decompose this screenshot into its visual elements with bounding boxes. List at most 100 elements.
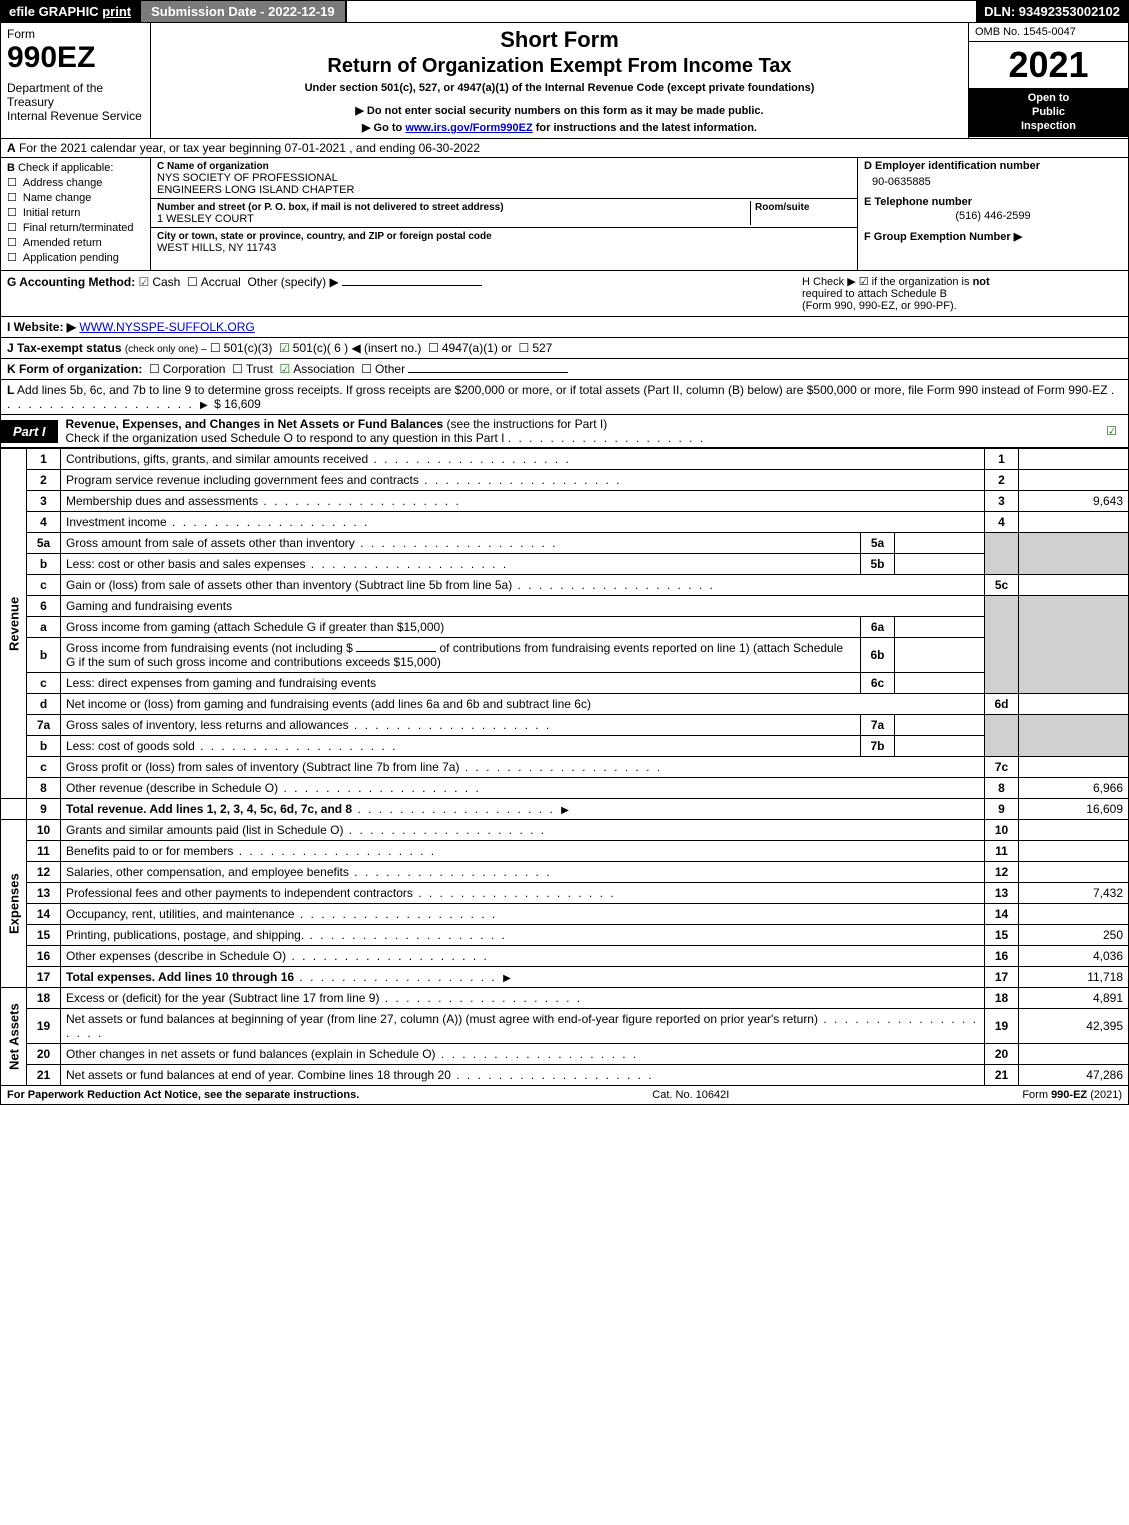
part-1-title-bold: Revenue, Expenses, and Changes in Net As…	[66, 417, 444, 431]
part-1-table: Revenue 1 Contributions, gifts, grants, …	[0, 448, 1129, 1086]
checkbox-icon	[7, 221, 20, 234]
amt-num: 13	[985, 883, 1019, 904]
line-desc-text: Printing, publications, postage, and shi…	[66, 928, 304, 942]
part-1-title-rest: (see the instructions for Part I)	[443, 417, 607, 431]
check-initial-return[interactable]: Initial return	[7, 206, 144, 219]
cash-check[interactable]	[139, 275, 153, 289]
k-opt-3: Other	[375, 362, 405, 376]
j-501c3-check[interactable]	[210, 341, 224, 355]
table-row: d Net income or (loss) from gaming and f…	[1, 694, 1129, 715]
form-number: 990EZ	[7, 41, 144, 75]
website-link[interactable]: WWW.NYSSPE-SUFFOLK.ORG	[79, 320, 254, 334]
line-num: 8	[27, 778, 61, 799]
col-b: B Check if applicable: Address change Na…	[1, 158, 151, 270]
table-row: 13 Professional fees and other payments …	[1, 883, 1129, 904]
header-middle: Short Form Return of Organization Exempt…	[151, 23, 968, 138]
sub-line-num: 7a	[861, 715, 895, 736]
line-desc-text: Net assets or fund balances at beginning…	[66, 1012, 818, 1026]
amt-value: 7,432	[1019, 883, 1129, 904]
top-bar: efile GRAPHIC print Submission Date - 20…	[0, 0, 1129, 23]
amt-num: 8	[985, 778, 1019, 799]
sub-value	[895, 617, 985, 638]
efile-graphic-label: efile GRAPHIC print	[1, 1, 139, 22]
k-other-input-line[interactable]	[408, 372, 568, 373]
dots	[459, 760, 662, 774]
k-trust-check[interactable]	[232, 362, 246, 376]
irs-link[interactable]: www.irs.gov/Form990EZ	[405, 122, 532, 134]
line-desc: Less: direct expenses from gaming and fu…	[61, 673, 861, 694]
line-desc: Program service revenue including govern…	[61, 470, 985, 491]
col-b-header: B Check if applicable:	[7, 162, 144, 174]
line-desc: Gross income from fundraising events (no…	[61, 638, 861, 673]
check-name-change[interactable]: Name change	[7, 191, 144, 204]
check-final-return[interactable]: Final return/terminated	[7, 221, 144, 234]
table-row: 11 Benefits paid to or for members 11	[1, 841, 1129, 862]
j-4947-check[interactable]	[428, 341, 442, 355]
dots	[349, 865, 552, 879]
line-desc-text: Benefits paid to or for members	[66, 844, 233, 858]
line-num: b	[27, 554, 61, 575]
expenses-side-label: Expenses	[1, 820, 27, 988]
check-application-pending[interactable]: Application pending	[7, 251, 144, 264]
l-label: L	[7, 383, 14, 397]
dots	[355, 536, 558, 550]
check-label: Final return/terminated	[23, 222, 134, 234]
table-row: 17 Total expenses. Add lines 10 through …	[1, 967, 1129, 988]
open-to-public-inspection: Open to Public Inspection	[969, 88, 1128, 137]
cash-label: Cash	[152, 275, 180, 289]
line-desc: Printing, publications, postage, and shi…	[61, 925, 985, 946]
side-spacer	[1, 799, 27, 820]
print-link[interactable]: print	[102, 4, 131, 19]
checkbox-icon	[7, 251, 20, 264]
check-label: Name change	[23, 192, 92, 204]
g-label: G Accounting Method:	[7, 275, 135, 289]
dots	[304, 928, 507, 942]
line-desc-text: Gross profit or (loss) from sales of inv…	[66, 760, 459, 774]
amt-num: 12	[985, 862, 1019, 883]
amt-value: 9,643	[1019, 491, 1129, 512]
check-amended-return[interactable]: Amended return	[7, 236, 144, 249]
k-other-check[interactable]	[361, 362, 375, 376]
city-cell: City or town, state or province, country…	[151, 228, 857, 256]
amt-value	[1019, 512, 1129, 533]
amt-value	[1019, 470, 1129, 491]
row-a-text: For the 2021 calendar year, or tax year …	[19, 141, 480, 155]
line-desc-text: Contributions, gifts, grants, and simila…	[66, 452, 368, 466]
dots	[295, 907, 498, 921]
amt-num: 3	[985, 491, 1019, 512]
k-corp-check[interactable]	[149, 362, 163, 376]
subline-3-post: for instructions and the latest informat…	[533, 122, 757, 134]
line-desc: Excess or (deficit) for the year (Subtra…	[61, 988, 985, 1009]
ein-value: 90-0635885	[872, 176, 1122, 188]
line-desc: Gross amount from sale of assets other t…	[61, 533, 861, 554]
dots	[349, 718, 552, 732]
k-assoc-check[interactable]	[279, 362, 293, 376]
sub-line-num: 5a	[861, 533, 895, 554]
line-num: b	[27, 736, 61, 757]
d-label: D Employer identification number	[864, 160, 1122, 172]
j-501c-check[interactable]	[279, 341, 293, 355]
section-k: K Form of organization: Corporation Trus…	[0, 359, 1129, 380]
line-desc: Total expenses. Add lines 10 through 16	[61, 967, 985, 988]
j-527-check[interactable]	[519, 341, 533, 355]
subline-3-pre: ▶ Go to	[362, 122, 405, 134]
table-row: Expenses 10 Grants and similar amounts p…	[1, 820, 1129, 841]
l6b-input-line[interactable]	[356, 651, 436, 652]
dots	[419, 473, 622, 487]
accrual-check[interactable]	[187, 275, 201, 289]
other-input-line[interactable]	[342, 285, 482, 286]
amt-num: 18	[985, 988, 1019, 1009]
l6b-desc-1: Gross income from fundraising events (no…	[66, 641, 353, 655]
line-desc: Other expenses (describe in Schedule O)	[61, 946, 985, 967]
line-num: 11	[27, 841, 61, 862]
part-1-header: Part I Revenue, Expenses, and Changes in…	[0, 415, 1129, 448]
part-1-check[interactable]	[1098, 422, 1128, 440]
k-opt-2: Association	[293, 362, 354, 376]
dots	[195, 739, 398, 753]
line-desc: Professional fees and other payments to …	[61, 883, 985, 904]
table-row: 15 Printing, publications, postage, and …	[1, 925, 1129, 946]
section-h: H Check ▶ ☑ if the organization is not r…	[802, 275, 1122, 312]
part-1-title: Revenue, Expenses, and Changes in Net As…	[58, 415, 1099, 447]
check-address-change[interactable]: Address change	[7, 176, 144, 189]
dln-label: DLN: 93492353002102	[976, 1, 1128, 22]
